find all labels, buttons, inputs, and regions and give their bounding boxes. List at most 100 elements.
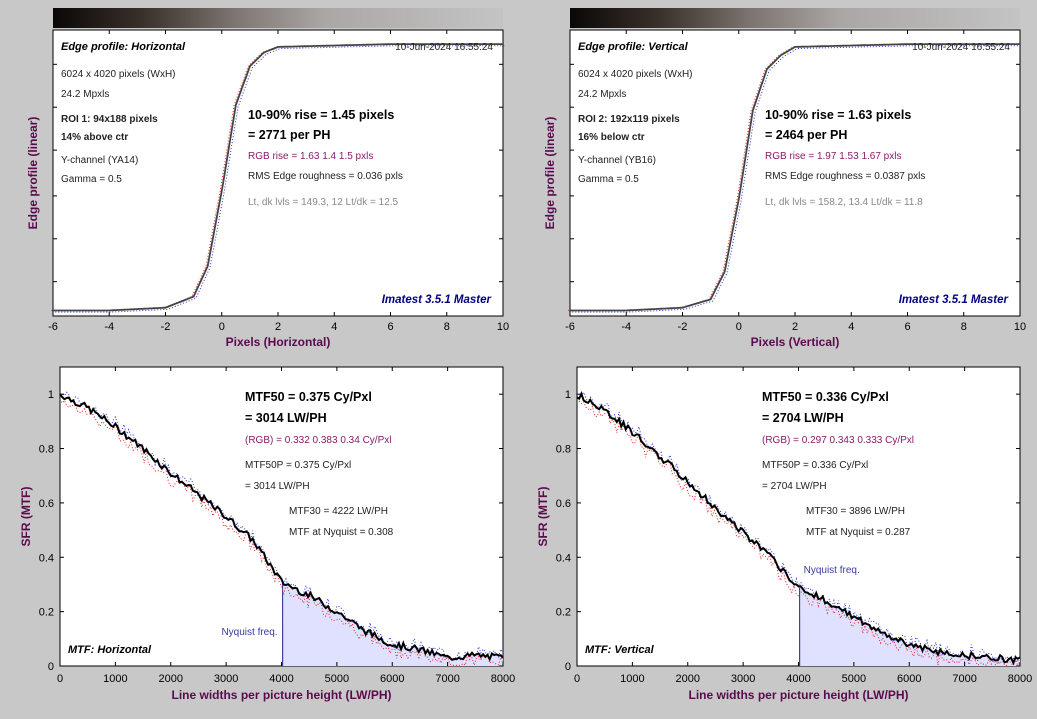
y-tick-label: 0.4 [39, 552, 54, 564]
mtf-line [59, 393, 504, 662]
y-tick-label: 0 [48, 661, 54, 673]
mtf-at-nyquist: MTF at Nyquist = 0.308 [289, 527, 394, 538]
edge-profile-line [570, 43, 1020, 312]
mtf50-value: MTF50 = 0.375 Cy/Pxl [245, 390, 372, 404]
x-tick-label: 10 [497, 321, 509, 333]
mtf50-rgb: (RGB) = 0.332 0.383 0.34 Cy/Pxl [245, 435, 391, 446]
x-tick-label: -6 [48, 321, 58, 333]
megapixels: 24.2 Mpxls [61, 89, 109, 100]
plot-area [59, 366, 504, 667]
mtf50-lwph: = 3014 LW/PH [245, 411, 327, 425]
x-tick-label: 5000 [842, 673, 866, 685]
y-tick-label: 1 [48, 389, 54, 401]
x-tick-label: 0 [574, 673, 580, 685]
mtf50-value: MTF50 = 0.336 Cy/Pxl [762, 390, 889, 404]
x-tick-label: 1000 [103, 673, 127, 685]
y-axis-label: Edge profile (linear) [543, 117, 557, 230]
roi-position: 16% below ctr [578, 132, 645, 143]
mtf-line [576, 390, 1021, 666]
rise-value: 10-90% rise = 1.63 pixels [765, 108, 911, 122]
x-tick-label: 4000 [269, 673, 293, 685]
red-mtf-line [576, 400, 1021, 667]
chart-title: Edge profile: Horizontal [61, 41, 186, 53]
beyond-nyquist-area [799, 586, 1020, 666]
roi-position: 14% above ctr [61, 132, 128, 143]
chart-title: Edge profile: Vertical [578, 41, 689, 53]
timestamp: 10-Jun-2024 16:55:24 [912, 42, 1010, 53]
x-axis-label: Pixels (Horizontal) [226, 335, 331, 349]
mtf50-rgb: (RGB) = 0.297 0.343 0.333 Cy/Pxl [762, 435, 914, 446]
x-axis-label: Line widths per picture height (LW/PH) [171, 688, 391, 702]
x-tick-label: 0 [57, 673, 63, 685]
brand-label: Imatest 3.5.1 Master [382, 294, 492, 306]
x-tick-label: 2 [792, 321, 798, 333]
x-tick-label: -2 [678, 321, 688, 333]
x-tick-label: -2 [161, 321, 171, 333]
y-tick-label: 0.6 [556, 498, 571, 510]
roi-size: ROI 2: 192x119 pixels [578, 114, 680, 125]
mtf-at-nyquist: MTF at Nyquist = 0.287 [806, 527, 911, 538]
brand-label: Imatest 3.5.1 Master [899, 294, 1009, 306]
blue-mtf-line [59, 391, 504, 661]
x-tick-label: 0 [219, 321, 225, 333]
x-tick-label: 2 [275, 321, 281, 333]
y-tick-label: 0.8 [556, 444, 571, 456]
x-tick-label: -4 [104, 321, 114, 333]
plot-area [569, 29, 1021, 317]
y-tick-label: 0.6 [39, 498, 54, 510]
x-tick-label: 8000 [491, 673, 515, 685]
gamma: Gamma = 0.5 [61, 174, 122, 185]
y-tick-label: 0.2 [39, 607, 54, 619]
gamma: Gamma = 0.5 [578, 174, 639, 185]
plot-area [576, 366, 1021, 667]
edge-profile-line [53, 43, 503, 312]
x-tick-label: 5000 [325, 673, 349, 685]
levels: Lt, dk lvls = 149.3, 12 Lt/dk = 12.5 [248, 197, 399, 208]
x-tick-label: 4 [331, 321, 337, 333]
x-tick-label: 3000 [731, 673, 755, 685]
rise-per-ph: = 2464 per PH [765, 128, 847, 142]
x-tick-label: 6000 [380, 673, 404, 685]
x-tick-label: -6 [565, 321, 575, 333]
beyond-nyquist-area [282, 584, 503, 666]
x-tick-label: 7000 [952, 673, 976, 685]
nyquist-label: Nyquist freq. [221, 627, 277, 638]
chart-title: MTF: Vertical [585, 644, 655, 656]
channel: Y-channel (YB16) [578, 155, 656, 166]
y-tick-label: 1 [565, 389, 571, 401]
x-tick-label: 8000 [1008, 673, 1032, 685]
x-tick-label: 4000 [786, 673, 810, 685]
x-tick-label: 0 [736, 321, 742, 333]
rise-value: 10-90% rise = 1.45 pixels [248, 108, 394, 122]
mtf30-value: MTF30 = 4222 LW/PH [289, 506, 388, 517]
x-tick-label: 4 [848, 321, 854, 333]
edge-roughness: RMS Edge roughness = 0.0387 pxls [765, 171, 925, 182]
y-tick-label: 0.2 [556, 607, 571, 619]
mtf30-value: MTF30 = 3896 LW/PH [806, 506, 905, 517]
x-tick-label: 7000 [435, 673, 459, 685]
x-axis-label: Pixels (Vertical) [751, 335, 840, 349]
mtf50p-value: MTF50P = 0.336 Cy/Pxl [762, 460, 868, 471]
x-tick-label: 8 [961, 321, 967, 333]
timestamp: 10-Jun-2024 16:55:24 [395, 42, 493, 53]
y-axis-label: SFR (MTF) [19, 487, 33, 547]
x-tick-label: 3000 [214, 673, 238, 685]
density-strip [570, 8, 1020, 28]
megapixels: 24.2 Mpxls [578, 89, 626, 100]
y-axis-label: SFR (MTF) [536, 487, 550, 547]
y-tick-label: 0 [565, 661, 571, 673]
x-tick-label: 1000 [620, 673, 644, 685]
roi-size: ROI 1: 94x188 pixels [61, 114, 158, 125]
rise-per-ph: = 2771 per PH [248, 128, 330, 142]
x-tick-label: 2000 [676, 673, 700, 685]
mtf50p-lwph: = 2704 LW/PH [762, 481, 827, 492]
nyquist-label: Nyquist freq. [804, 565, 860, 576]
plot-area [52, 29, 504, 317]
y-axis-label: Edge profile (linear) [26, 117, 40, 230]
x-tick-label: 10 [1014, 321, 1026, 333]
x-tick-label: 6 [387, 321, 393, 333]
mtf50p-lwph: = 3014 LW/PH [245, 481, 310, 492]
x-tick-label: 6 [904, 321, 910, 333]
edge-roughness: RMS Edge roughness = 0.036 pxls [248, 171, 403, 182]
